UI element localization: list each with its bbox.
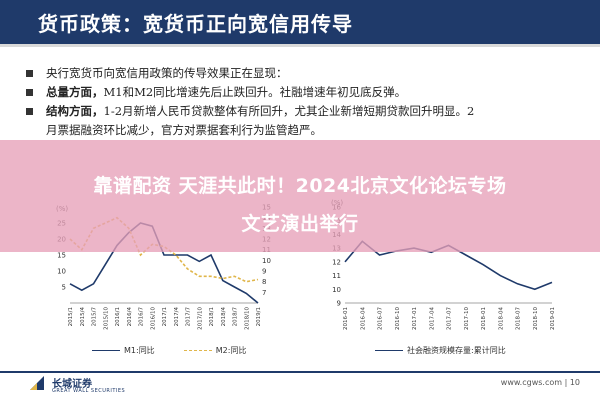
x-tick-label: 2016/7	[139, 307, 145, 327]
x-tick-label: 2018/4	[221, 307, 227, 327]
legend-swatch-sf	[375, 350, 403, 351]
x-tick-label: 2016-04	[360, 307, 366, 330]
logo-text-en: GREAT WALL SECURITIES	[52, 388, 126, 394]
x-tick-label: 2017-04	[429, 307, 435, 330]
x-tick-label: 2016/10	[150, 307, 156, 330]
x-tick-label: 2018/10	[244, 307, 250, 330]
x-tick-label: 2018-01	[481, 307, 487, 330]
x-tick-label: 2018-07	[516, 307, 522, 330]
x-tick-label: 2016-10	[395, 307, 401, 330]
chart2-legend: 社会融资规模存量:累计同比	[375, 345, 506, 356]
overlay-headline-line1: 靠谱配资 天涯共此时！2024北京文化论坛专场	[93, 175, 507, 197]
legend-swatch-m2	[183, 350, 212, 351]
y-tick-label: 11	[332, 272, 341, 280]
x-tick-label: 2018-04	[498, 307, 504, 330]
bullet-item: 总量方面，M1和M2同比增速先后止跌回升。社融增速年初见底反弹。	[24, 83, 584, 102]
y-tick-label-right: 9	[262, 268, 266, 276]
bullet-item: 央行宽货币向宽信用政策的传导效果正在显现：	[24, 64, 584, 83]
x-tick-label: 2015/1	[68, 307, 74, 326]
x-tick-label: 2015/7	[92, 307, 98, 327]
header-divider	[0, 44, 600, 47]
y-tick-label-right: 8	[262, 278, 266, 286]
x-tick-label: 2016-07	[378, 307, 384, 330]
bullet-label: 总量方面，	[46, 85, 104, 99]
bullet-label: 结构方面，	[46, 104, 104, 118]
bullet-item-continuation: 月票据融资环比减少，官方对票据套利行为监管趋严。	[24, 121, 584, 140]
legend-label-sf: 社会融资规模存量:累计同比	[407, 346, 506, 355]
bullet-text: M1和M2同比增速先后止跌回升。社融增速年初见底反弹。	[103, 85, 407, 99]
bullet-square-icon	[26, 108, 33, 115]
x-tick-label: 2017/7	[186, 307, 192, 327]
x-tick-label: 2016/4	[127, 307, 133, 327]
slide-header: 货币政策：宽货币正向宽信用传导	[0, 0, 600, 44]
y-tick-label-left: 5	[62, 284, 66, 292]
x-tick-label: 2018/7	[233, 307, 239, 327]
x-tick-label: 2015/4	[80, 307, 86, 327]
y-tick-label: 10	[332, 286, 341, 294]
x-tick-label: 2017-10	[464, 307, 470, 330]
footer-divider	[0, 371, 600, 373]
bullet-item: 结构方面，1-2月新增人民币贷款整体有所回升，尤其企业新增短期贷款回升明显。2	[24, 102, 584, 121]
great-wall-logo-icon	[30, 376, 44, 390]
bullet-text: 月票据融资环比减少，官方对票据套利行为监管趋严。	[46, 123, 322, 137]
series-line-m1	[69, 222, 259, 304]
x-tick-label: 2019-01	[550, 307, 556, 330]
x-tick-label: 2018/1	[209, 307, 215, 326]
x-tick-label: 2017-01	[412, 307, 418, 330]
page-info: www.cgws.com | 10	[500, 378, 580, 387]
x-tick-label: 2016/1	[115, 307, 121, 326]
x-tick-label: 2017-07	[447, 307, 453, 330]
bullet-list: 央行宽货币向宽信用政策的传导效果正在显现： 总量方面，M1和M2同比增速先后止跌…	[24, 64, 584, 140]
y-tick-label-right: 10	[262, 257, 271, 265]
y-tick-label: 9	[337, 300, 341, 308]
legend-label-m2: M2:同比	[215, 346, 247, 355]
x-tick-label: 2017/10	[197, 307, 203, 330]
chart1-legend: M1:同比 M2:同比	[92, 345, 246, 356]
legend-label-m1: M1:同比	[124, 346, 155, 355]
x-tick-label: 2017/4	[174, 307, 180, 327]
logo-text-cn: 长城证券	[52, 379, 92, 390]
y-tick-label-left: 15	[57, 252, 66, 260]
y-tick-label: 12	[332, 258, 341, 266]
y-tick-label-right: 7	[262, 289, 266, 297]
legend-swatch-m1	[92, 350, 120, 351]
x-tick-label: 2017/1	[162, 307, 168, 326]
bullet-square-icon	[26, 70, 33, 77]
y-tick-label-left: 10	[57, 268, 66, 276]
x-tick-label: 2016-01	[343, 307, 349, 330]
slide-title: 货币政策：宽货币正向宽信用传导	[38, 12, 353, 36]
x-tick-label: 2015/10	[103, 307, 109, 330]
bullet-text: 1-2月新增人民币贷款整体有所回升，尤其企业新增短期贷款回升明显。2	[103, 104, 475, 118]
overlay-headline-line2: 文艺演出举行	[241, 213, 359, 235]
bullet-square-icon	[26, 89, 33, 96]
x-tick-label: 2018-10	[533, 307, 539, 330]
bullet-text: 央行宽货币向宽信用政策的传导效果正在显现：	[46, 66, 288, 80]
news-overlay-banner	[0, 140, 600, 252]
x-tick-label: 2019/1	[256, 307, 262, 326]
